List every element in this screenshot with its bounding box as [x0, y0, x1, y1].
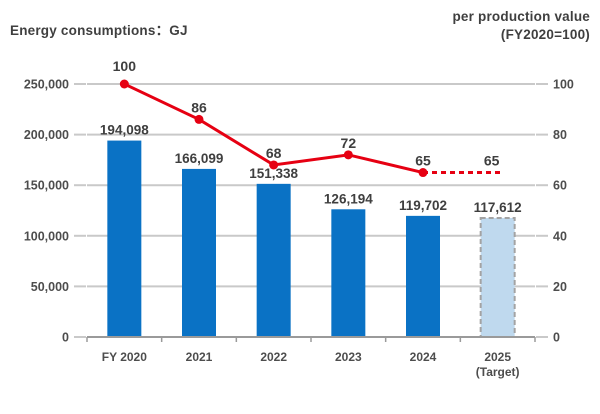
left-axis-title: Energy consumptions：GJ	[10, 23, 188, 38]
line-point-marker	[269, 160, 279, 170]
x-axis-category-label: 2023	[335, 350, 362, 364]
left-axis-tick-label: 0	[62, 331, 69, 345]
line-value-label: 68	[266, 145, 282, 161]
line-value-label: 86	[191, 99, 207, 115]
x-axis-category-label: 2021	[186, 350, 213, 364]
right-axis-title-line2: (FY2020=100)	[500, 26, 590, 42]
left-axis-tick-label: 100,000	[24, 229, 69, 243]
bar-value-label: 117,612	[474, 200, 522, 215]
bar-value-label: 194,098	[100, 123, 149, 138]
right-axis-title: per production value (FY2020=100)	[452, 8, 590, 43]
bar	[331, 209, 366, 337]
bar-value-label: 151,338	[249, 166, 298, 181]
line-value-label: 65	[415, 153, 431, 169]
bar-target	[479, 216, 516, 338]
left-axis-tick-label: 150,000	[24, 179, 69, 193]
bar-value-label: 119,702	[399, 198, 447, 213]
line-target-value-label: 65	[484, 153, 500, 169]
x-axis-category-label: 2024	[410, 350, 437, 364]
line-value-label: 100	[113, 58, 137, 74]
x-axis-category-label: 2025	[484, 350, 511, 364]
right-axis-title-line1: per production value	[452, 9, 590, 24]
line-point-marker	[418, 168, 428, 178]
bar-value-label: 126,194	[324, 191, 373, 206]
left-axis-tick-label: 50,000	[31, 280, 69, 294]
line-point-marker	[119, 79, 129, 89]
x-axis-category-label: (Target)	[476, 365, 520, 379]
right-axis-tick-label: 40	[553, 229, 567, 243]
bar	[256, 183, 291, 337]
line-value-label: 72	[341, 135, 357, 151]
bar	[406, 215, 440, 337]
bar-value-label: 166,099	[175, 151, 224, 166]
left-axis-tick-label: 200,000	[24, 128, 69, 142]
right-axis-tick-label: 0	[553, 331, 560, 345]
x-axis-category-label: FY 2020	[102, 350, 147, 364]
line-point-marker	[343, 150, 353, 160]
right-axis-tick-label: 80	[553, 128, 567, 142]
bar	[182, 168, 216, 337]
left-axis-tick-label: 250,000	[24, 78, 69, 92]
right-axis-tick-label: 100	[553, 78, 574, 92]
line-point-marker	[194, 114, 204, 124]
right-axis-tick-label: 60	[553, 179, 567, 193]
x-axis-category-label: 2022	[260, 350, 287, 364]
bar	[107, 140, 142, 337]
right-axis-tick-label: 20	[553, 280, 567, 294]
